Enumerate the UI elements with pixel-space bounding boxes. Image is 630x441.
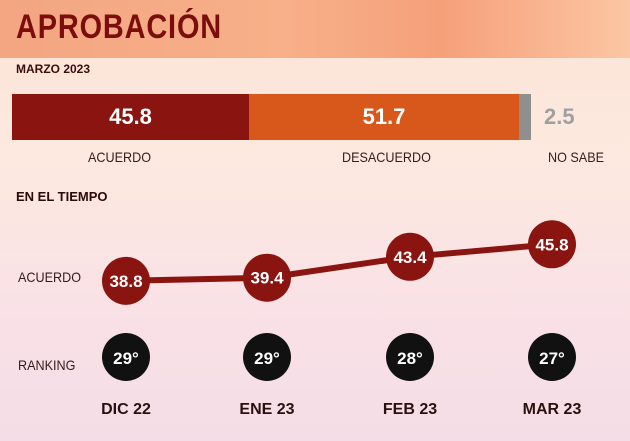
- bar-no-sabe-value: 2.5: [544, 104, 575, 129]
- row-label-ranking: RANKING: [18, 357, 76, 373]
- bar-acuerdo: 45.8: [12, 94, 249, 140]
- header-band: [0, 0, 630, 58]
- section-title-en-el-tiempo: EN EL TIEMPO: [16, 189, 108, 204]
- point-acuerdo-3: [528, 220, 576, 269]
- point-label-acuerdo-2: 43.4: [393, 248, 427, 267]
- row-label-acuerdo: ACUERDO: [18, 269, 82, 285]
- ranking-badge-1: [243, 333, 291, 381]
- period-label-0: DIC 22: [101, 401, 151, 418]
- ranking-label-3: 27°: [539, 349, 565, 368]
- ranking-label-1: 29°: [254, 349, 280, 368]
- ranking-badge-3: [528, 333, 576, 381]
- ranking-label-2: 28°: [397, 349, 423, 368]
- bar-desacuerdo: 51.7: [249, 94, 519, 140]
- period-label-3: MAR 23: [523, 401, 582, 418]
- label-desacuerdo: DESACUERDO: [342, 149, 431, 165]
- bar-desacuerdo-value: 51.7: [362, 104, 406, 129]
- label-no-sabe: NO SABE: [548, 149, 605, 165]
- period-label-1: ENE 23: [239, 401, 294, 418]
- point-acuerdo-2: [386, 232, 434, 281]
- point-acuerdo-0: [102, 256, 150, 305]
- bar-no-sabe: [519, 94, 531, 140]
- series-line-acuerdo: [125, 241, 553, 284]
- bar-acuerdo-value: 45.8: [109, 104, 152, 129]
- point-label-acuerdo-0: 38.8: [109, 272, 142, 291]
- page-subtitle: MARZO 2023: [16, 62, 91, 76]
- ranking-badge-2: [386, 333, 434, 381]
- page-title: APROBACIÓN: [16, 8, 222, 46]
- point-label-acuerdo-1: 39.4: [250, 269, 284, 288]
- label-acuerdo: ACUERDO: [88, 149, 152, 165]
- ranking-badge-0: [102, 333, 150, 381]
- point-acuerdo-1: [243, 253, 291, 302]
- ranking-label-0: 29°: [113, 349, 139, 368]
- point-label-acuerdo-3: 45.8: [535, 235, 568, 254]
- period-label-2: FEB 23: [383, 401, 437, 418]
